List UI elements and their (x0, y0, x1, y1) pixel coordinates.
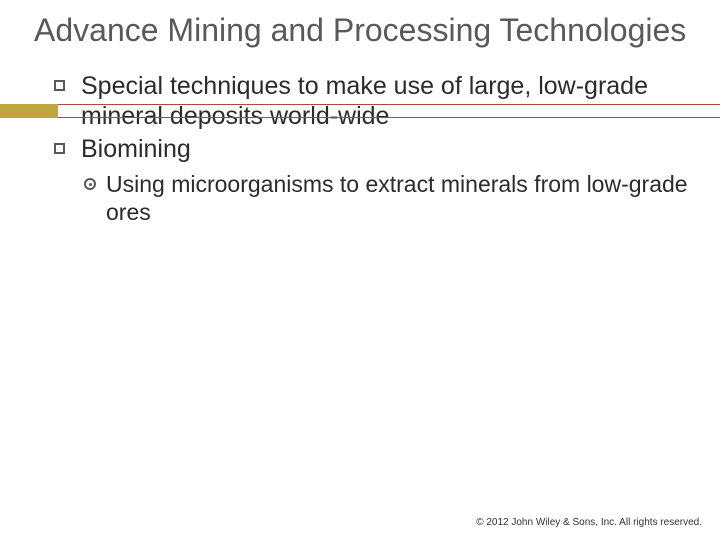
separator-line-bottom (58, 117, 720, 118)
sub-bullet-text: Using microorganisms to extract minerals… (106, 170, 690, 226)
bullet-text: Special techniques to make use of large,… (81, 71, 690, 132)
bullet-item: Biomining (54, 134, 690, 165)
square-bullet-icon (54, 80, 65, 91)
copyright-footer: © 2012 John Wiley & Sons, Inc. All right… (476, 517, 702, 528)
accent-block (0, 104, 58, 118)
bullet-text: Biomining (81, 134, 191, 165)
separator-bar (0, 104, 720, 118)
slide-title: Advance Mining and Processing Technologi… (0, 0, 720, 49)
square-bullet-icon (54, 143, 65, 154)
circle-dot-bullet-icon (84, 178, 96, 190)
content-area: Special techniques to make use of large,… (0, 49, 720, 227)
separator-line-top (58, 104, 720, 105)
sub-bullet-item: Using microorganisms to extract minerals… (54, 170, 690, 226)
bullet-item: Special techniques to make use of large,… (54, 71, 690, 132)
